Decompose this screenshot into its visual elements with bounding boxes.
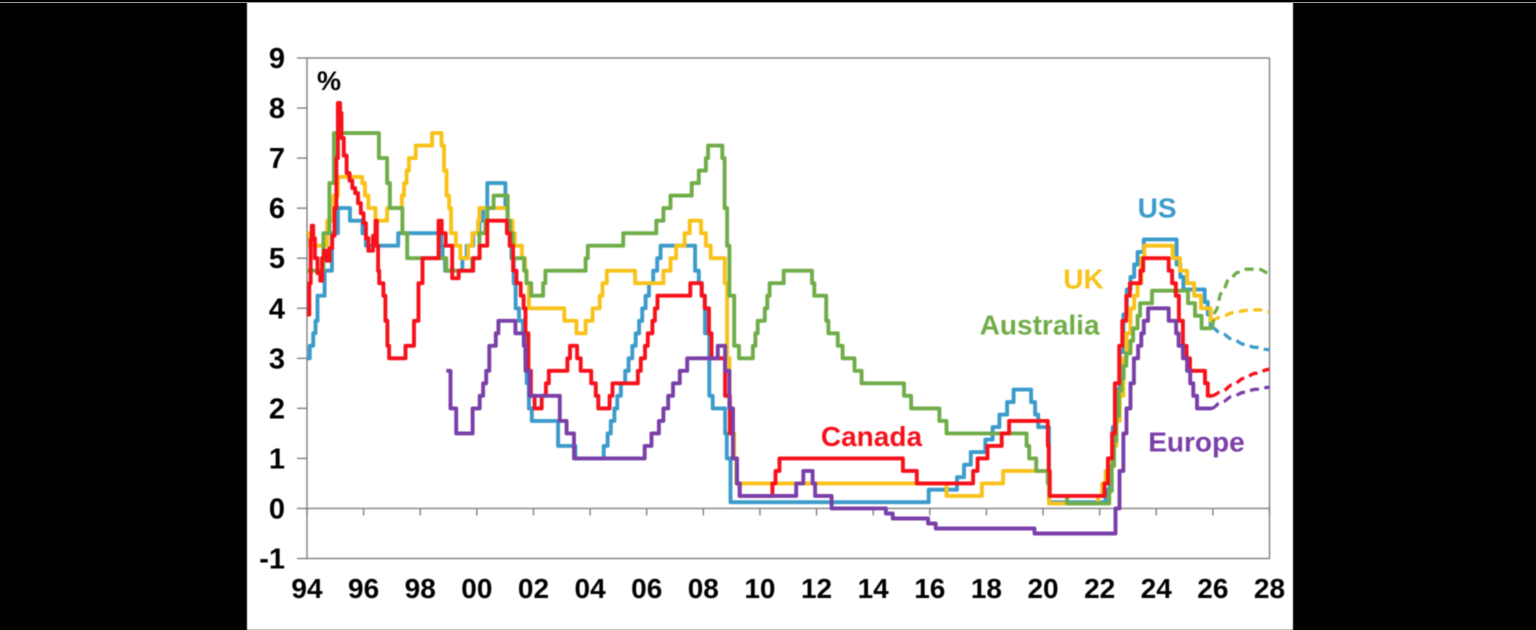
y-axis-label: -1 — [259, 544, 285, 576]
y-axis-label: 0 — [269, 493, 285, 525]
y-axis-label: 1 — [269, 443, 285, 475]
x-axis-label: 20 — [1027, 573, 1058, 604]
x-axis-label: 08 — [688, 573, 719, 604]
series-line-canada — [307, 101, 1212, 498]
y-axis-unit-label: % — [317, 66, 341, 96]
chart-panel — [247, 0, 1293, 630]
x-axis-label: 98 — [405, 573, 436, 604]
x-axis-label: 96 — [348, 573, 379, 604]
series-line-australia — [307, 131, 1212, 506]
series-label-australia: Australia — [980, 309, 1100, 340]
x-axis-label: 24 — [1141, 573, 1173, 604]
series-forecast-uk — [1211, 308, 1270, 322]
series-label-uk: UK — [1063, 264, 1103, 295]
x-axis-label: 12 — [801, 573, 832, 604]
series-forecast-us — [1211, 325, 1270, 352]
x-axis-label: 04 — [575, 573, 607, 604]
y-axis-label: 7 — [269, 143, 285, 175]
x-axis-label: 02 — [518, 573, 549, 604]
y-axis-label: 4 — [269, 293, 285, 325]
x-axis-label: 10 — [744, 573, 775, 604]
x-axis-label: 06 — [631, 573, 662, 604]
y-axis-label: 9 — [269, 43, 285, 75]
y-axis-label: 5 — [269, 243, 285, 275]
series-forecast-europe — [1211, 385, 1270, 411]
series-label-europe: Europe — [1148, 426, 1244, 457]
series-line-uk — [307, 131, 1213, 506]
series-label-us: US — [1138, 193, 1177, 224]
x-axis-label: 14 — [858, 573, 890, 604]
y-axis-label: 8 — [269, 93, 285, 125]
y-axis-label: 2 — [269, 393, 285, 425]
x-axis-label: 26 — [1197, 573, 1228, 604]
series-forecast-canada — [1211, 367, 1270, 398]
x-axis-label: 16 — [914, 573, 945, 604]
x-axis-label: 00 — [461, 573, 492, 604]
series-line-europe — [446, 306, 1212, 536]
series-label-canada: Canada — [821, 421, 923, 452]
x-axis-label: 28 — [1254, 573, 1285, 604]
y-axis-label: 6 — [269, 193, 285, 225]
window-top-border — [0, 0, 1536, 3]
x-axis-label: 22 — [1084, 573, 1115, 604]
series-forecast-australia — [1209, 267, 1270, 330]
x-axis-label: 18 — [971, 573, 1002, 604]
y-axis-label: 3 — [269, 343, 285, 375]
x-axis-label: 94 — [291, 573, 323, 604]
